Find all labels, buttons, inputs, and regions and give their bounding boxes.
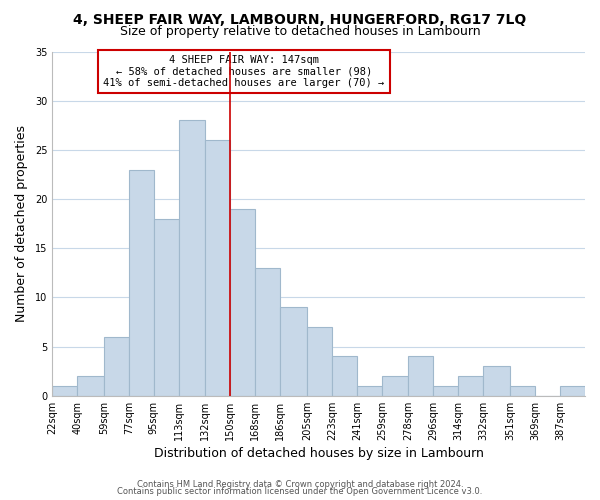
Bar [307, 327, 332, 396]
Bar [510, 386, 535, 396]
Text: Size of property relative to detached houses in Lambourn: Size of property relative to detached ho… [119, 25, 481, 38]
Bar [104, 337, 129, 396]
Bar [382, 376, 409, 396]
X-axis label: Distribution of detached houses by size in Lambourn: Distribution of detached houses by size … [154, 447, 484, 460]
Bar [484, 366, 510, 396]
Bar [433, 386, 458, 396]
Y-axis label: Number of detached properties: Number of detached properties [15, 125, 28, 322]
Bar [458, 376, 484, 396]
Bar [332, 356, 357, 396]
Bar [230, 209, 256, 396]
Bar [77, 376, 104, 396]
Bar [409, 356, 433, 396]
Text: 4, SHEEP FAIR WAY, LAMBOURN, HUNGERFORD, RG17 7LQ: 4, SHEEP FAIR WAY, LAMBOURN, HUNGERFORD,… [73, 12, 527, 26]
Bar [52, 386, 77, 396]
Bar [256, 268, 280, 396]
Bar [205, 140, 230, 396]
Text: Contains public sector information licensed under the Open Government Licence v3: Contains public sector information licen… [118, 487, 482, 496]
Bar [357, 386, 382, 396]
Bar [280, 308, 307, 396]
Text: 4 SHEEP FAIR WAY: 147sqm
← 58% of detached houses are smaller (98)
41% of semi-d: 4 SHEEP FAIR WAY: 147sqm ← 58% of detach… [103, 55, 385, 88]
Bar [129, 170, 154, 396]
Text: Contains HM Land Registry data © Crown copyright and database right 2024.: Contains HM Land Registry data © Crown c… [137, 480, 463, 489]
Bar [179, 120, 205, 396]
Bar [560, 386, 585, 396]
Bar [154, 218, 179, 396]
